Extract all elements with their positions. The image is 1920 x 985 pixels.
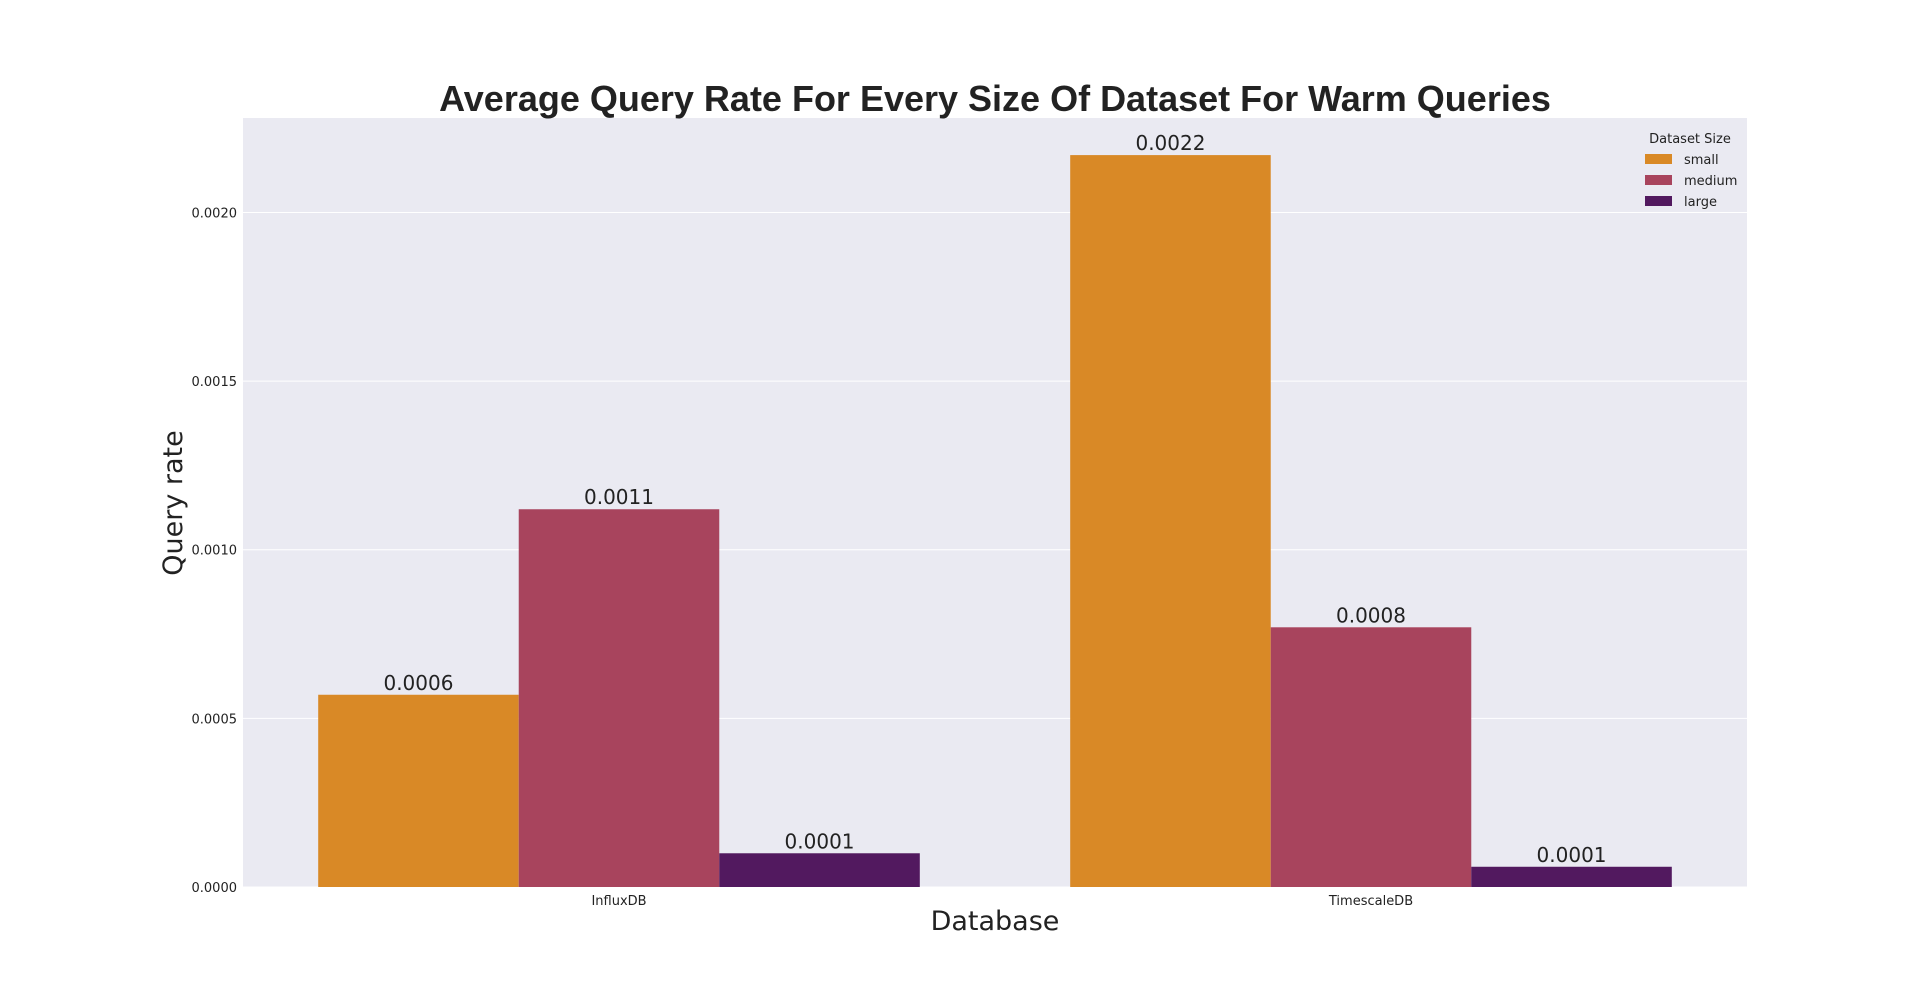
y-axis-label: Query rate	[158, 430, 189, 575]
legend-title: Dataset Size	[1649, 132, 1731, 147]
bar-value-labels: 0.0006 0.0011 0.0001 0.0022 0.0008 0.0001	[383, 131, 1606, 867]
legend-label-large: large	[1684, 195, 1717, 210]
x-tick-label: TimescaleDB	[1328, 894, 1413, 909]
y-tick-label: 0.0005	[192, 712, 238, 727]
x-axis-label: Database	[931, 906, 1060, 937]
y-tick-label: 0.0010	[192, 544, 238, 559]
legend-swatch-large	[1645, 196, 1672, 206]
bar-large-InfluxDB	[719, 853, 920, 887]
bar-value-label: 0.0008	[1336, 603, 1406, 627]
y-tick-labels: 0.0000 0.0005 0.0010 0.0015 0.0020	[192, 206, 238, 896]
legend-swatch-small	[1645, 154, 1672, 164]
legend-label-medium: medium	[1684, 174, 1737, 189]
bar-large-TimescaleDB	[1471, 866, 1672, 887]
y-tick-label: 0.0000	[192, 881, 238, 896]
bar-medium-InfluxDB	[518, 509, 720, 887]
y-tick-label: 0.0015	[192, 375, 238, 390]
bar-medium-TimescaleDB	[1270, 627, 1472, 887]
bar-value-label: 0.0001	[1537, 843, 1607, 867]
bar-value-label: 0.0022	[1135, 131, 1205, 155]
bar-value-label: 0.0006	[383, 671, 453, 695]
bar-small-InfluxDB	[318, 694, 519, 887]
bar-value-label: 0.0001	[785, 829, 855, 853]
bars	[318, 155, 1672, 887]
y-tick-label: 0.0020	[192, 206, 238, 221]
x-tick-labels: InfluxDB TimescaleDB	[591, 894, 1413, 909]
legend-items: small medium large	[1645, 153, 1737, 210]
bar-small-TimescaleDB	[1070, 155, 1271, 887]
legend: Dataset Size small medium large	[1645, 132, 1737, 210]
x-tick-label: InfluxDB	[591, 894, 646, 909]
bar-value-label: 0.0011	[584, 485, 654, 509]
legend-label-small: small	[1684, 153, 1719, 168]
legend-swatch-medium	[1645, 175, 1672, 185]
chart-title: Average Query Rate For Every Size Of Dat…	[439, 78, 1551, 119]
